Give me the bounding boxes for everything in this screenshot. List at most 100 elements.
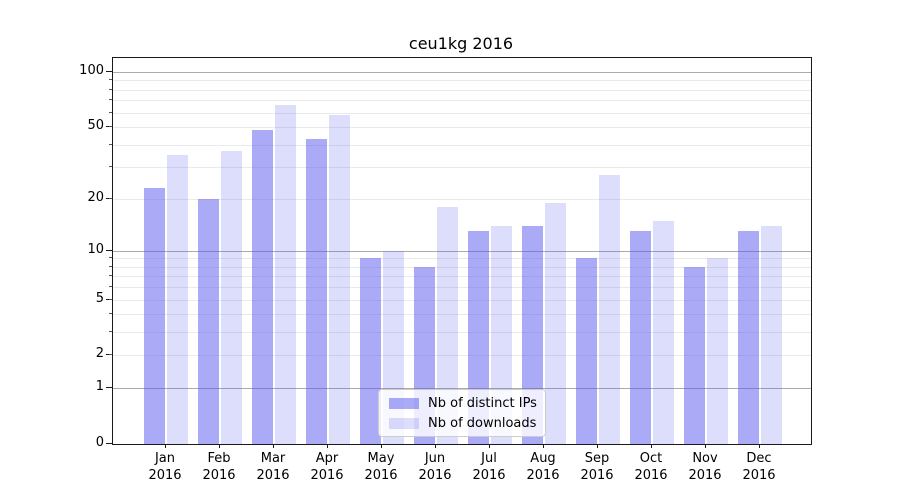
x-tick-label: Sep 2016	[580, 451, 614, 483]
legend-label-downloads: Nb of downloads	[428, 415, 537, 431]
y-tick	[106, 71, 112, 72]
gridline-minor	[113, 198, 811, 200]
bar-downloads-feb-2016	[221, 150, 242, 444]
y-tick	[106, 249, 112, 251]
bar-downloads-mar-2016	[275, 105, 296, 444]
y-minor-tick	[109, 111, 112, 113]
gridline-minor	[113, 127, 811, 129]
gridline-minor	[113, 112, 811, 114]
gridline-major	[113, 72, 811, 73]
legend-item-distinct-ips: Nb of distinct IPs	[389, 396, 545, 411]
x-tick	[165, 444, 166, 448]
bar-ips-may-2016	[360, 258, 381, 444]
y-tick-label: 1	[95, 379, 104, 395]
x-tick-label: Oct 2016	[634, 451, 668, 483]
x-tick	[435, 444, 436, 448]
y-minor-tick	[109, 265, 112, 267]
y-minor-tick	[109, 88, 112, 90]
gridline-minor	[113, 100, 811, 102]
y-minor-tick	[109, 126, 112, 128]
x-tick-label: Jan 2016	[148, 451, 182, 483]
x-tick-label: Feb 2016	[202, 451, 236, 483]
gridline-major	[113, 250, 811, 252]
y-minor-tick	[109, 286, 112, 288]
y-minor-tick	[109, 354, 112, 356]
gridline-minor	[113, 80, 811, 82]
gridline-minor	[113, 276, 811, 278]
y-minor-tick	[109, 331, 112, 333]
bar-downloads-jun-2016	[437, 206, 458, 444]
bar-downloads-nov-2016	[707, 258, 728, 444]
x-tick	[597, 444, 598, 448]
legend: Nb of distinct IPs Nb of downloads	[378, 389, 546, 437]
x-tick-label: Jun 2016	[418, 451, 452, 483]
x-tick-label: Jul 2016	[472, 451, 506, 483]
bar-ips-oct-2016	[630, 231, 651, 444]
gridline-minor	[113, 89, 811, 91]
y-tick-label: 2	[95, 346, 104, 362]
plot-area	[112, 57, 812, 445]
bar-ips-mar-2016	[252, 130, 273, 444]
y-minor-tick	[109, 99, 112, 101]
y-minor-tick	[109, 166, 112, 168]
y-tick-label: 10	[87, 241, 104, 257]
bar-downloads-sep-2016	[599, 175, 620, 444]
bar-downloads-dec-2016	[761, 225, 782, 444]
y-tick-label: 20	[87, 189, 104, 205]
legend-swatch-downloads-icon	[389, 417, 419, 429]
gridline-minor	[113, 332, 811, 334]
x-tick-label: Dec 2016	[742, 451, 776, 483]
bar-downloads-apr-2016	[329, 115, 350, 444]
x-tick	[219, 444, 220, 448]
legend-swatch-ips-icon	[389, 397, 419, 409]
y-tick	[106, 387, 112, 389]
x-tick	[327, 444, 328, 448]
x-tick	[759, 444, 760, 448]
x-tick	[381, 444, 382, 448]
y-minor-tick	[109, 143, 112, 145]
bar-ips-nov-2016	[684, 266, 705, 444]
y-minor-tick	[109, 313, 112, 315]
y-minor-tick	[109, 275, 112, 277]
x-tick	[273, 444, 274, 448]
bar-ips-dec-2016	[738, 231, 759, 444]
gridline-minor	[113, 266, 811, 268]
gridline-minor	[113, 258, 811, 260]
x-tick-label: Aug 2016	[526, 451, 560, 483]
x-tick	[705, 444, 706, 448]
x-tick-label: Nov 2016	[688, 451, 722, 483]
x-tick-label: Apr 2016	[310, 451, 344, 483]
bar-ips-feb-2016	[198, 198, 219, 444]
y-tick-label: 0	[95, 435, 104, 450]
y-minor-tick	[109, 257, 112, 259]
y-tick-label: 50	[87, 118, 104, 134]
x-tick	[651, 444, 652, 448]
y-tick-label: 100	[79, 63, 104, 78]
legend-label-ips: Nb of distinct IPs	[428, 395, 537, 411]
bar-ips-sep-2016	[576, 258, 597, 444]
bar-ips-jan-2016	[144, 187, 165, 444]
x-tick-label: Mar 2016	[256, 451, 290, 483]
x-tick	[489, 444, 490, 448]
bar-downloads-aug-2016	[545, 202, 566, 444]
bar-downloads-oct-2016	[653, 220, 674, 444]
gridline-minor	[113, 287, 811, 289]
gridline-major	[113, 388, 811, 390]
bar-downloads-jan-2016	[167, 155, 188, 444]
gridline-minor	[113, 167, 811, 169]
legend-item-downloads: Nb of downloads	[389, 416, 545, 431]
chart-title: ceu1kg 2016	[408, 34, 514, 53]
gridline-minor	[113, 299, 811, 301]
y-minor-tick	[109, 79, 112, 81]
x-tick	[543, 444, 544, 448]
bar-ips-apr-2016	[306, 138, 327, 444]
gridline-minor	[113, 144, 811, 146]
x-tick-label: May 2016	[364, 451, 398, 483]
gridline-minor	[113, 355, 811, 357]
y-tick	[106, 443, 112, 444]
y-minor-tick	[109, 298, 112, 300]
y-tick-label: 5	[95, 290, 104, 306]
y-minor-tick	[109, 197, 112, 199]
gridline-minor	[113, 314, 811, 316]
